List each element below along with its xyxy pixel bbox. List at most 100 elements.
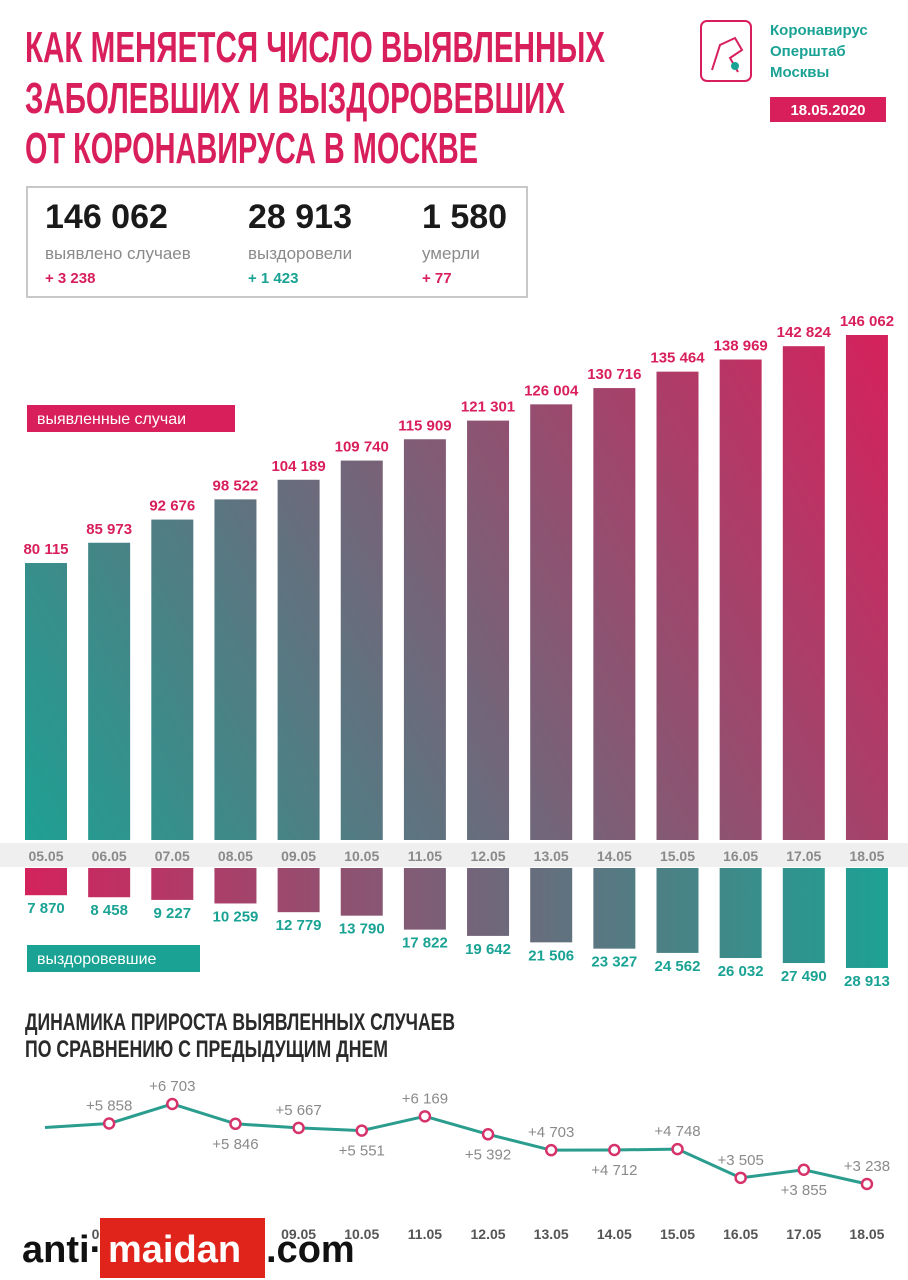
bar <box>719 868 762 959</box>
bar <box>530 868 573 943</box>
legend-label: выздоровевшие <box>37 951 157 968</box>
x-tick-label: 16.05 <box>723 848 758 864</box>
marker <box>166 1097 179 1111</box>
bar <box>340 460 383 840</box>
data-label: 130 716 <box>587 366 641 383</box>
data-label: +3 505 <box>718 1152 764 1169</box>
data-label: 13 790 <box>339 921 385 938</box>
x-tick-label: 10.05 <box>344 848 379 864</box>
data-label: 17 822 <box>402 935 448 952</box>
x-tick-label: 18.05 <box>849 848 884 864</box>
data-label: 80 115 <box>23 541 68 558</box>
data-label: 12 779 <box>276 917 322 934</box>
data-label: +5 846 <box>212 1136 258 1153</box>
data-label: +5 551 <box>339 1143 385 1160</box>
data-label: 26 032 <box>718 963 764 980</box>
stat-delta: + 3 238 <box>45 270 95 287</box>
watermark: anti· maidan .com <box>22 1218 355 1278</box>
x-tick-label: 15.05 <box>660 1226 695 1242</box>
data-label: 104 189 <box>271 458 325 475</box>
bar <box>845 868 888 968</box>
legend-badge <box>27 945 200 972</box>
data-label: 98 522 <box>213 477 259 494</box>
bar <box>25 868 67 896</box>
bar <box>88 542 131 840</box>
org-name: Москвы <box>770 64 829 81</box>
bar <box>214 499 257 840</box>
bar <box>719 359 762 840</box>
stat-value: 1 580 <box>422 198 507 236</box>
data-label: +5 392 <box>465 1146 511 1163</box>
stats-box <box>26 186 528 298</box>
data-label: 146 062 <box>840 313 894 330</box>
x-tick-label: 11.05 <box>408 1226 442 1242</box>
bar <box>214 868 257 904</box>
bar <box>656 371 699 840</box>
bar <box>151 868 194 900</box>
title-line: ОТ КОРОНАВИРУСА В МОСКВЕ <box>25 124 478 173</box>
x-tick-label: 06.05 <box>92 848 127 864</box>
data-label: +5 858 <box>86 1098 132 1115</box>
marker <box>355 1124 368 1137</box>
data-label: +4 712 <box>591 1162 637 1179</box>
marker <box>102 1117 116 1130</box>
data-label: 121 301 <box>461 399 515 416</box>
data-label: +6 169 <box>402 1090 448 1107</box>
marker <box>229 1117 242 1131</box>
bar <box>25 563 67 840</box>
x-tick-label: 18.05 <box>849 1226 884 1242</box>
logo <box>700 20 752 82</box>
data-label: 19 642 <box>465 941 511 958</box>
x-tick-label: 10.05 <box>344 1226 379 1242</box>
data-label: 85 973 <box>86 521 132 538</box>
stat-label: умерли <box>422 244 480 263</box>
x-tick-label: 08.05 <box>218 848 253 864</box>
stat-delta: + 1 423 <box>248 270 298 287</box>
bar <box>277 479 320 840</box>
date-band <box>0 843 908 867</box>
data-label: 24 562 <box>655 958 701 975</box>
x-tick-label: 16.05 <box>723 1226 758 1242</box>
line-title: ПО СРАВНЕНИЮ С ПРЕДЫДУЩИМ ДНЕМ <box>25 1036 388 1063</box>
data-label: 21 506 <box>528 947 574 964</box>
data-label: 92 676 <box>149 498 195 515</box>
bar <box>656 868 699 953</box>
date: 18.05.2020 <box>790 102 865 119</box>
x-tick-label: 09.05 <box>281 1226 316 1242</box>
x-tick-label: 12.05 <box>471 1226 506 1242</box>
x-tick-label: 17.05 <box>786 1226 821 1242</box>
bar <box>88 868 131 898</box>
x-tick-label: 14.05 <box>597 1226 632 1242</box>
stat-label: выявлено случаев <box>45 244 191 263</box>
x-tick-label: 14.05 <box>597 848 632 864</box>
x-tick-label: 13.05 <box>534 848 569 864</box>
x-tick-label: 09.05 <box>281 848 316 864</box>
data-label: +6 703 <box>149 1078 195 1095</box>
data-label: 115 909 <box>398 417 451 434</box>
data-label: 7 870 <box>27 900 65 917</box>
marker <box>481 1128 495 1141</box>
data-label: 142 824 <box>777 324 832 341</box>
bar <box>277 868 320 913</box>
data-label: 126 004 <box>524 382 579 399</box>
data-label: +5 667 <box>275 1102 321 1119</box>
bar <box>403 868 446 930</box>
marker <box>860 1177 874 1191</box>
stat-value: 146 062 <box>45 198 168 236</box>
bar <box>151 519 194 840</box>
data-label: +3 855 <box>781 1182 827 1199</box>
stat-delta: + 77 <box>422 270 452 287</box>
data-label: 27 490 <box>781 968 827 985</box>
x-tick-label: 17.05 <box>786 848 821 864</box>
bar <box>593 388 636 840</box>
bar <box>782 346 825 840</box>
date-badge <box>770 97 886 122</box>
marker <box>671 1142 684 1156</box>
bar <box>467 420 510 840</box>
watermark-part: maidan <box>108 1229 241 1271</box>
bar <box>845 335 888 840</box>
x-tick-label: 11.05 <box>408 848 442 864</box>
watermark-part: .com <box>266 1229 355 1271</box>
x-tick-label: 07.05 <box>155 848 190 864</box>
